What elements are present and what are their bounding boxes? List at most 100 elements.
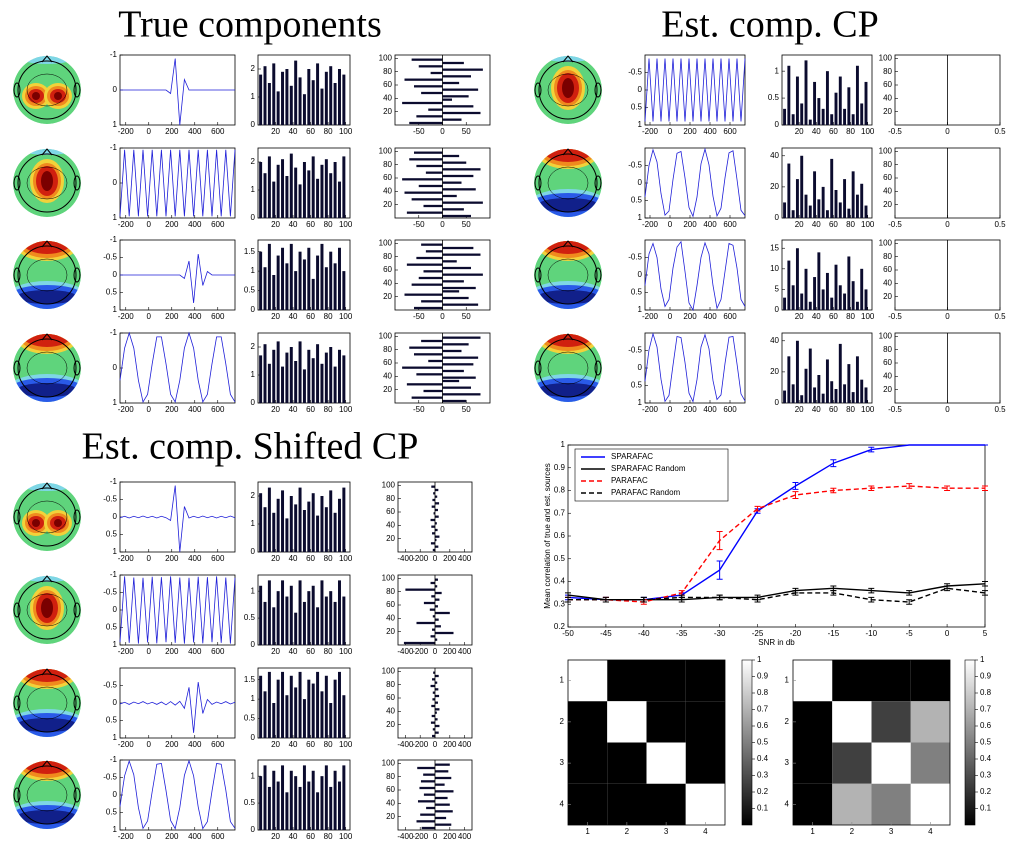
x-tick-label: 0	[147, 647, 152, 656]
x-tick-label: -400	[397, 647, 414, 656]
x-tick-label: 0	[668, 405, 673, 414]
y-tick-label: 1.5	[244, 247, 256, 256]
scalp-blob	[23, 669, 71, 682]
hbar	[442, 81, 460, 85]
bar	[795, 76, 799, 125]
bar	[791, 114, 795, 125]
x-tick-label: 80	[324, 405, 333, 414]
hbar	[416, 820, 435, 823]
x-tick-label: -400	[397, 554, 414, 563]
heatmap-cell	[793, 701, 833, 743]
bar	[864, 205, 868, 218]
x-tick-label: 0.5	[994, 220, 1006, 229]
x-tick-label: 40	[289, 127, 298, 136]
x-tick-label: 40	[812, 405, 821, 414]
hbar	[435, 823, 452, 826]
hbar	[442, 349, 462, 353]
bar	[263, 507, 267, 552]
heatmap-cell	[685, 660, 725, 702]
error-bar	[565, 596, 571, 603]
scalp-contour	[26, 351, 68, 385]
bar	[276, 164, 280, 218]
hbar-plot: -400-200 0 200 400 20 40 60 80 100	[382, 666, 473, 749]
bar	[830, 297, 834, 310]
y-tick-label: 1	[785, 676, 790, 685]
hbar	[435, 763, 450, 766]
hbar	[435, 495, 438, 498]
bar	[289, 153, 293, 218]
bar	[298, 251, 302, 310]
hbar-plot: -50 0 50 20 40 60 80 100	[379, 238, 491, 321]
error-bar	[640, 596, 647, 603]
x-tick-label: 600	[211, 647, 225, 656]
x-tick-label: 40	[812, 312, 821, 321]
x-tick-label: 20	[271, 220, 280, 229]
head-ear	[73, 82, 81, 98]
error-bar	[982, 590, 988, 596]
bar	[821, 186, 825, 218]
y-tick-label: 60	[386, 600, 395, 609]
y-tick-label: 60	[883, 265, 892, 274]
axes-frame	[792, 659, 951, 826]
bar	[813, 277, 817, 310]
y-tick-label: 0.5	[631, 288, 643, 297]
bar	[276, 91, 280, 125]
series-line	[567, 583, 986, 601]
x-tick-label: 200	[443, 740, 457, 749]
hbar	[423, 601, 435, 605]
scalp-blob	[17, 576, 77, 582]
x-tick-label: -50	[413, 312, 425, 321]
hbar	[432, 615, 435, 618]
bar	[324, 507, 328, 552]
x-tick-label: 0	[440, 405, 445, 414]
bar	[311, 278, 315, 310]
x-tick-label: 0	[945, 405, 950, 414]
x-tick-label: -45	[600, 629, 612, 638]
hbar	[442, 336, 481, 339]
x-tick-label: 100	[339, 832, 353, 841]
y-tick-label: 2	[251, 157, 256, 166]
x-tick-label: 200	[165, 405, 179, 414]
error-bar	[754, 505, 761, 512]
head-outline	[17, 153, 77, 213]
error-bar	[792, 590, 799, 596]
x-tick-label: 20	[271, 647, 280, 656]
hbar	[442, 280, 464, 283]
y-tick-label: 0	[251, 398, 256, 407]
hbar	[442, 260, 457, 263]
x-tick-label: -200	[412, 554, 429, 563]
waveform-plot: -200 0 200 400 600 -0.5 0 0.5 1	[103, 667, 236, 749]
waveform-plot: -200 0 200 400 600 -1 -0.5 0 0.5 1	[103, 570, 236, 656]
bar	[285, 263, 289, 310]
hbar	[442, 75, 471, 78]
bar	[267, 156, 271, 218]
heatmap-cell	[832, 701, 872, 743]
bar	[800, 103, 804, 125]
head-ear	[534, 267, 542, 283]
bar	[316, 344, 320, 403]
y-tick-label: 40	[883, 93, 892, 102]
heatmap-cell	[910, 742, 950, 784]
bar	[834, 190, 838, 218]
bar	[294, 687, 298, 738]
bar	[307, 69, 311, 125]
x-tick-label: -35	[676, 629, 688, 638]
hbar	[442, 393, 481, 396]
x-tick-label: 200	[683, 220, 697, 229]
y-tick-label: 80	[883, 252, 892, 261]
hbar	[431, 704, 435, 708]
hbar	[428, 108, 443, 111]
hbar	[442, 194, 457, 198]
bar	[289, 85, 293, 125]
y-tick-label: 0.5	[106, 530, 118, 539]
x-tick-label: -400	[397, 740, 414, 749]
head-ear	[594, 82, 602, 98]
bar	[337, 580, 341, 645]
x-tick-label: -200	[118, 740, 135, 749]
bar	[783, 390, 787, 403]
bar	[333, 601, 337, 645]
bar	[294, 612, 298, 645]
y-tick-label: 3	[560, 758, 565, 767]
bar	[259, 355, 263, 403]
x-tick-label: -200	[118, 554, 135, 563]
